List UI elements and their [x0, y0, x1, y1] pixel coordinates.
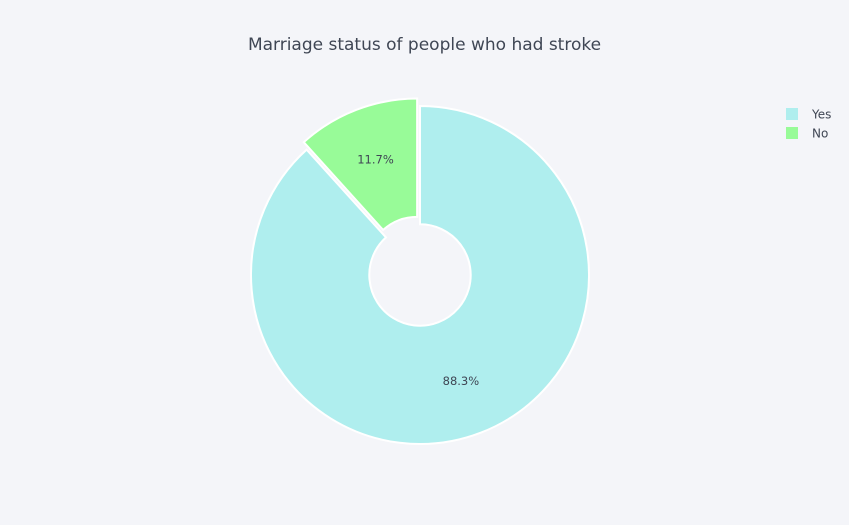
legend-item-yes[interactable]: Yes [786, 108, 831, 122]
legend-label-yes: Yes [811, 108, 831, 122]
slices-layer [250, 97, 590, 445]
legend: Yes No [786, 108, 831, 141]
slice-label-no: 11.7% [357, 152, 394, 166]
legend-swatch-no [786, 127, 798, 139]
pie-slice-no[interactable] [302, 97, 419, 232]
slice-label-yes: 88.3% [443, 374, 480, 388]
slice-labels-layer: 88.3% 11.7% [357, 152, 479, 388]
pie-slice-yes[interactable] [250, 104, 590, 445]
legend-swatch-yes [786, 108, 798, 120]
legend-item-no[interactable]: No [786, 127, 828, 141]
chart-title: Marriage status of people who had stroke [248, 35, 601, 55]
legend-label-no: No [812, 127, 828, 141]
